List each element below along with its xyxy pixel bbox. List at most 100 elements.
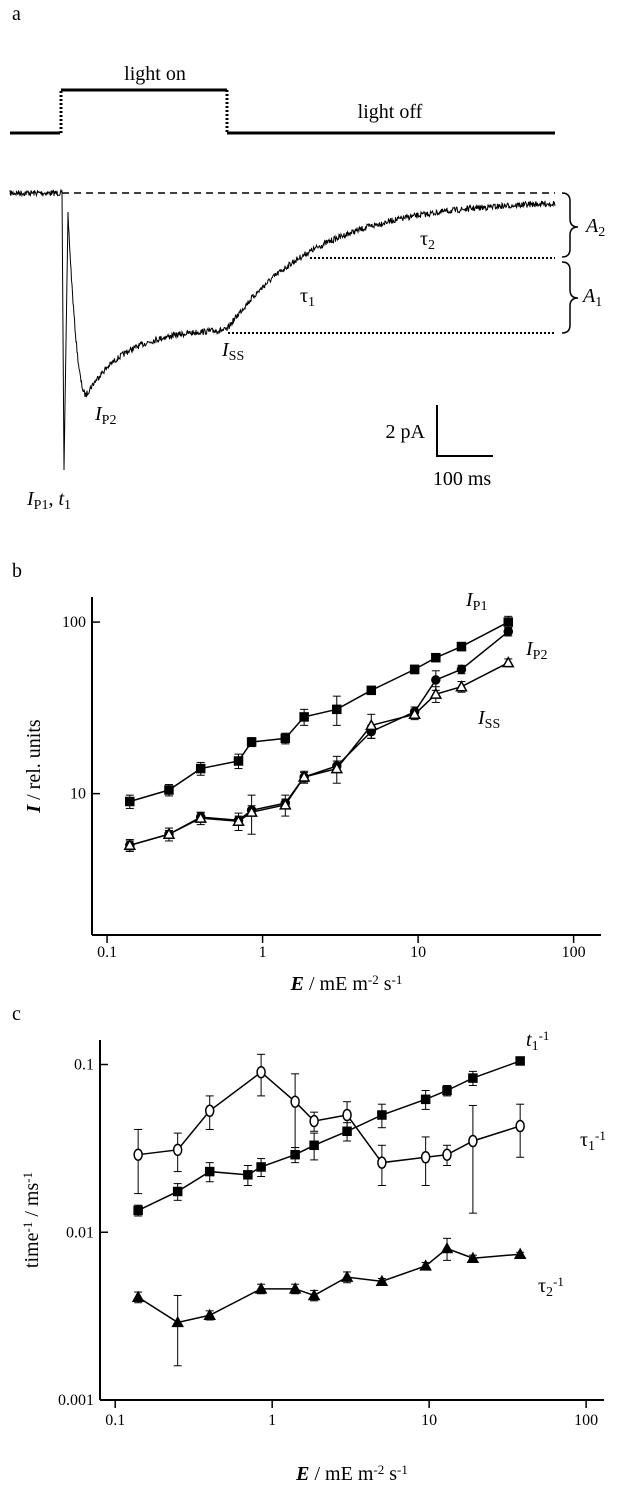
marker [503,617,514,627]
text-part: , [48,488,58,510]
marker [254,1282,268,1294]
series-line [129,661,509,847]
text-part: 2 [546,1285,553,1300]
text-part: s [384,1463,397,1485]
text-part: I [477,707,486,729]
marker [243,1170,253,1180]
x-axis-label: E / mE m-2 s-1 [295,1462,408,1485]
brace [561,261,579,334]
text-part: P1 [473,599,488,614]
text-part: 1 [595,295,602,310]
marker [171,1315,184,1328]
marker [431,652,441,663]
trace-annotation: A1 [581,285,602,310]
marker [332,704,342,715]
series-line [137,1060,521,1212]
y-tick-label: 0.01 [66,1224,94,1241]
text-part: A [584,215,599,237]
marker [123,838,137,851]
marker [195,763,206,774]
trace-annotation: A2 [584,215,605,240]
panel-label: a [12,3,21,25]
marker [342,1108,352,1122]
scale-label: 100 ms [433,468,492,490]
marker [365,718,378,731]
y-tick-label: 0.1 [74,1057,94,1074]
series-line [129,621,509,803]
marker [431,675,441,685]
series-label: IP1 [465,589,487,614]
marker [232,814,245,827]
marker [409,664,420,675]
marker [131,1290,145,1302]
marker [501,656,515,668]
marker [172,1143,183,1157]
marker [164,785,174,795]
text-part: s [379,973,392,995]
y-axis-label: time-1 / ms-1 [20,1172,43,1268]
marker [468,1134,478,1148]
x-tick-label: 0.1 [97,944,117,961]
marker [468,1073,478,1083]
series-line [129,631,509,847]
text-part: P2 [102,413,117,428]
marker [297,770,311,782]
trace-annotation: IP2 [94,403,116,428]
marker [233,756,244,766]
marker [307,1288,321,1301]
text-part: E [295,1463,309,1485]
x-tick-label: 100 [562,944,586,961]
marker [503,626,514,637]
y-tick-label: 0.001 [58,1392,94,1409]
trace-annotation: IP1, t1 [26,488,71,513]
text-part: -1 [20,1172,35,1183]
text-part: τ [300,285,308,307]
text-part: 1 [588,1139,595,1154]
trace-annotation: ISS [221,339,244,364]
marker [420,1094,431,1105]
marker [246,737,257,747]
text-part: 1 [64,498,71,513]
y-tick-label: 100 [62,614,86,631]
x-tick-label: 10 [421,1412,437,1429]
marker [515,1119,525,1133]
text-part: / ms [21,1183,43,1222]
text-part: I [465,589,474,611]
x-tick-label: 1 [259,944,267,961]
text-part: -1 [20,1222,35,1233]
panel-label: c [12,1003,21,1025]
marker [280,733,291,744]
marker [162,827,176,839]
marker [204,1166,215,1177]
text-part: I [525,638,534,660]
text-part: / mE m [309,1463,373,1485]
series-label: ISS [477,707,500,732]
text-part: P1 [34,498,49,513]
marker [440,1241,454,1254]
text-part: -1 [553,1274,564,1289]
x-tick-label: 1 [268,1412,276,1429]
marker [456,641,467,652]
brace [561,192,579,258]
trace-annotation: τ1 [300,285,315,310]
text-part: -1 [397,1462,408,1477]
marker [377,1110,387,1120]
marker [290,1149,300,1160]
light-off-label: light off [358,101,423,123]
text-part: -2 [373,1462,384,1477]
marker [377,1156,387,1169]
marker [330,762,344,774]
marker [133,1205,143,1216]
marker [194,811,207,823]
marker [245,805,258,817]
text-part: time [21,1232,43,1268]
text-part: τ [420,228,428,250]
marker [375,1274,389,1287]
marker [309,1140,319,1151]
text-part: -2 [368,972,379,987]
marker [466,1251,480,1263]
text-part: t [526,1029,532,1051]
marker [513,1247,527,1259]
